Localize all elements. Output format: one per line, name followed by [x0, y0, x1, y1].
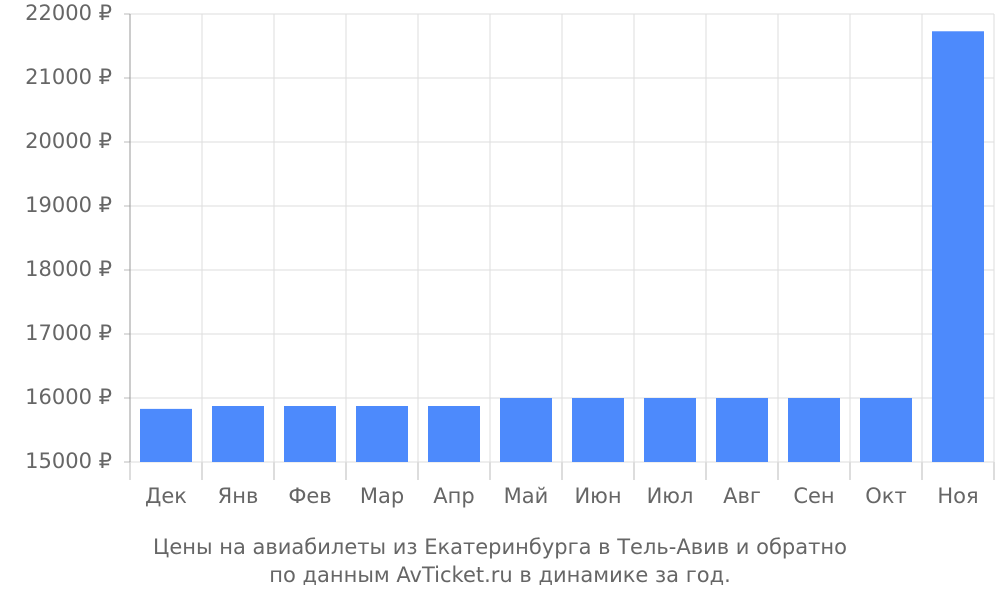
bar	[788, 398, 840, 462]
x-tick-label: Янв	[218, 484, 259, 508]
bar	[356, 406, 408, 462]
x-tick-label: Дек	[145, 484, 187, 508]
bar	[500, 398, 552, 462]
y-tick-label: 21000 ₽	[25, 65, 112, 89]
x-tick-label: Июл	[647, 484, 694, 508]
y-tick-label: 16000 ₽	[25, 385, 112, 409]
x-tick-label: Апр	[433, 484, 474, 508]
bar	[572, 398, 624, 462]
bar	[284, 406, 336, 462]
x-tick-label: Окт	[865, 484, 906, 508]
y-tick-label: 19000 ₽	[25, 193, 112, 217]
bar	[860, 398, 912, 462]
x-tick-label: Мар	[360, 484, 404, 508]
x-tick-label: Фев	[288, 484, 331, 508]
x-tick-label: Сен	[793, 484, 834, 508]
x-tick-label: Июн	[574, 484, 621, 508]
bar	[212, 406, 264, 462]
chart-title: Цены на авиабилеты из Екатеринбурга в Те…	[153, 535, 847, 559]
y-tick-label: 17000 ₽	[25, 321, 112, 345]
y-tick-label: 15000 ₽	[25, 449, 112, 473]
bar	[932, 31, 984, 463]
bar	[140, 408, 192, 462]
bar	[716, 398, 768, 462]
y-tick-label: 18000 ₽	[25, 257, 112, 281]
y-tick-label: 22000 ₽	[25, 1, 112, 25]
x-tick-label: Ноя	[937, 484, 978, 508]
chart-subtitle: по данным AvTicket.ru в динамике за год.	[269, 563, 731, 587]
y-tick-label: 20000 ₽	[25, 129, 112, 153]
x-tick-label: Май	[504, 484, 549, 508]
x-tick-label: Авг	[723, 484, 761, 508]
bar	[428, 406, 480, 462]
bar	[644, 398, 696, 462]
